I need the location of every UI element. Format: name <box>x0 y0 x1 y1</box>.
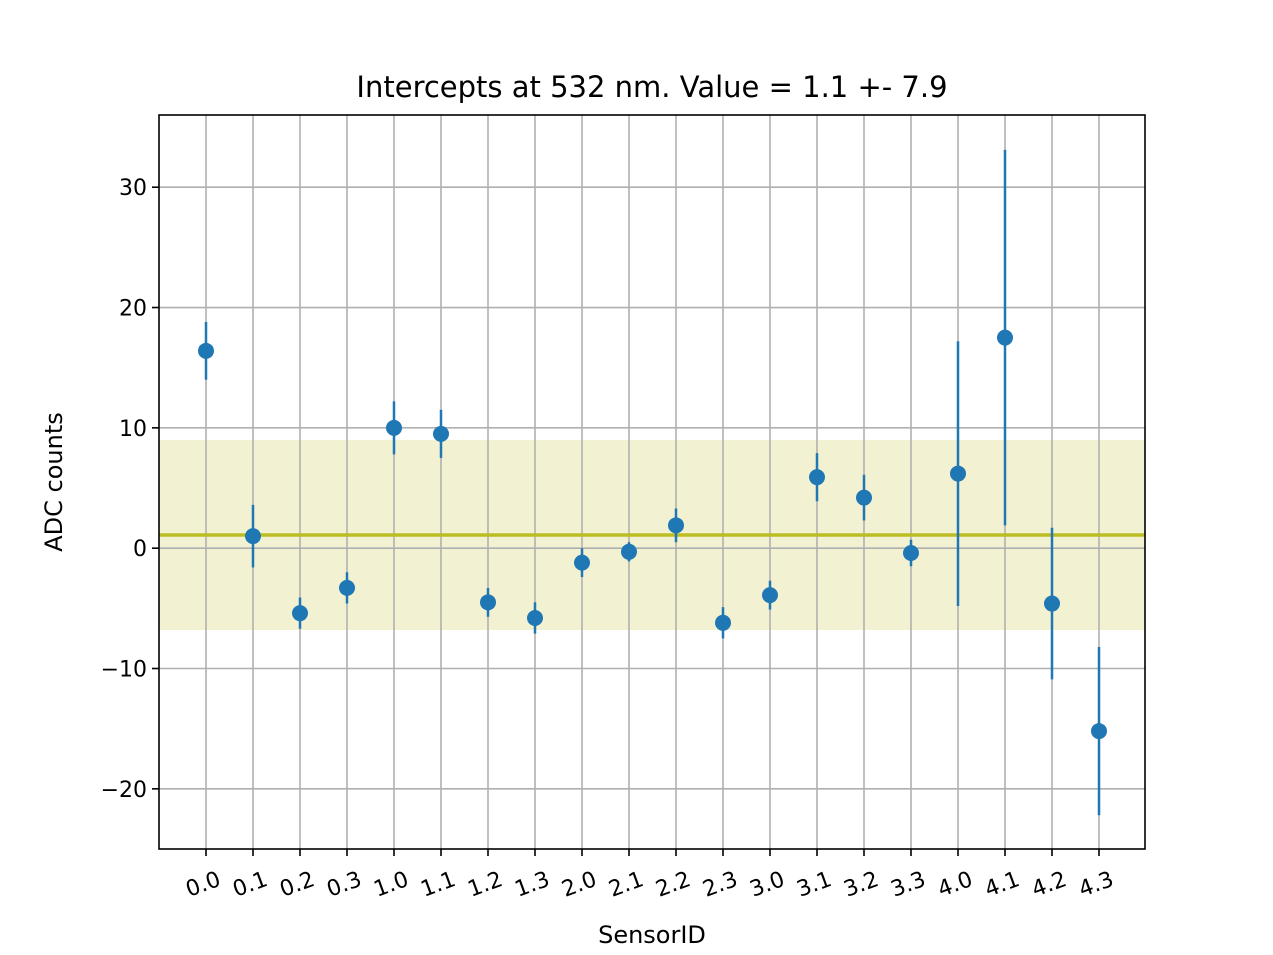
y-tick-label: −10 <box>101 658 147 683</box>
y-tick-label: 20 <box>119 297 147 322</box>
data-point <box>480 594 496 611</box>
data-point <box>198 342 214 359</box>
x-tick-label: 2.1 <box>606 867 647 902</box>
x-tick-label: 1.0 <box>371 867 412 902</box>
x-tick-label: 3.1 <box>794 867 835 902</box>
y-tick-label: 0 <box>133 537 147 562</box>
y-tick-label: −20 <box>101 778 147 803</box>
x-tick-label: 4.2 <box>1029 867 1070 902</box>
x-tick-label: 1.3 <box>512 867 553 902</box>
data-point <box>903 544 919 561</box>
x-tick-label: 2.0 <box>559 867 600 902</box>
data-point <box>715 614 731 631</box>
data-point <box>668 517 684 534</box>
x-tick-label: 0.1 <box>230 867 271 902</box>
y-tick-label: 30 <box>119 176 147 201</box>
data-point <box>809 469 825 486</box>
data-point <box>621 543 637 560</box>
data-point <box>950 465 966 482</box>
x-tick-label: 4.1 <box>982 867 1023 902</box>
data-point <box>339 579 355 596</box>
x-tick-label: 1.1 <box>418 867 459 902</box>
data-point <box>527 609 543 626</box>
plot-frame <box>158 114 1146 850</box>
x-tick-label: 0.2 <box>277 867 318 902</box>
data-point <box>856 489 872 506</box>
y-tick-label: 10 <box>119 417 147 442</box>
x-tick-label: 3.0 <box>747 867 788 902</box>
data-point <box>386 419 402 436</box>
x-axis-label: SensorID <box>598 921 706 949</box>
x-tick-label: 4.0 <box>935 867 976 902</box>
data-point <box>1091 723 1107 740</box>
x-tick-label: 4.3 <box>1076 867 1117 902</box>
data-point <box>245 528 261 545</box>
y-axis-label: ADC counts <box>40 412 68 552</box>
data-point <box>433 425 449 442</box>
chart-title: Intercepts at 532 nm. Value = 1.1 +- 7.9 <box>356 70 947 104</box>
x-tick-label: 2.3 <box>700 867 741 902</box>
data-point <box>292 605 308 622</box>
x-tick-label: 3.2 <box>841 867 882 902</box>
data-point <box>574 554 590 571</box>
x-tick-label: 0.0 <box>183 867 224 902</box>
data-point <box>762 587 778 604</box>
x-tick-label: 0.3 <box>324 867 365 902</box>
data-point <box>1044 595 1060 612</box>
x-tick-label: 1.2 <box>465 867 506 902</box>
x-tick-label: 3.3 <box>888 867 929 902</box>
x-tick-label: 2.2 <box>653 867 694 902</box>
data-point <box>997 329 1013 346</box>
